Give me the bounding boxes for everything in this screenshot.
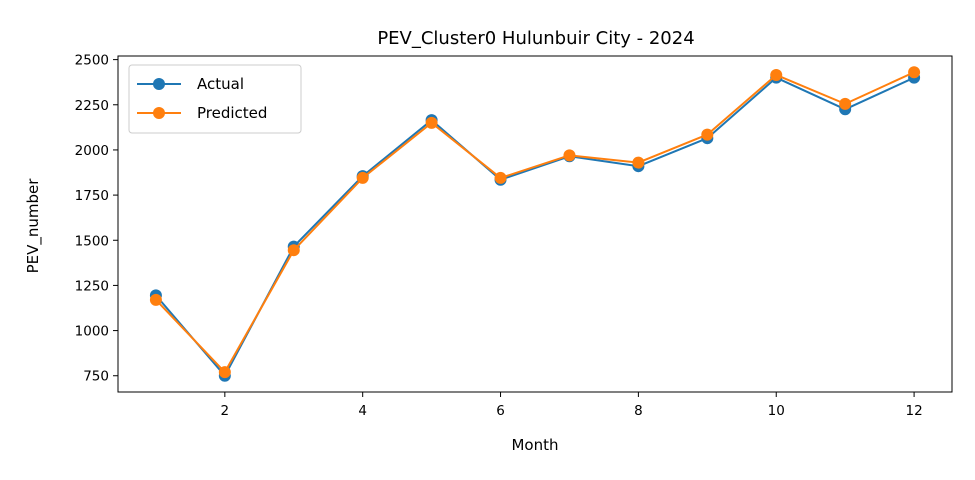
y-tick-label: 2000 [75,143,109,159]
x-axis-title: Month [511,436,558,454]
y-tick-label: 1500 [75,233,109,249]
y-tick-label: 1250 [75,278,109,294]
y-tick-label: 2500 [75,53,109,69]
data-point-predicted [908,66,921,79]
x-tick-label: 8 [634,403,643,419]
series-layer [149,66,921,382]
data-point-predicted [149,293,162,306]
data-point-predicted [770,68,783,81]
series-line-predicted [155,71,915,374]
data-point-predicted [356,171,369,184]
x-tick-label: 10 [768,403,785,419]
legend-predicted-label: Predicted [197,104,267,122]
y-axis: 750 1000 1250 1500 1750 2000 2250 2500 [75,53,118,385]
plot-frame [117,55,953,393]
y-tick-label: 1750 [75,188,109,204]
data-point-predicted [701,128,714,141]
legend: Actual Predicted [128,64,302,134]
legend-actual-marker [153,78,165,90]
data-point-predicted [287,244,300,257]
legend-box [128,64,302,134]
y-tick-label: 2250 [75,98,109,114]
legend-predicted-marker [153,107,165,119]
data-point-predicted [494,171,507,184]
y-tick-label: 1000 [75,324,109,340]
data-point-predicted [218,366,231,379]
x-tick-label: 2 [221,403,230,419]
y-tick-label: 750 [83,369,109,385]
x-axis: 2 4 6 8 10 12 [221,392,923,419]
y-axis-title: PEV_number [24,178,43,274]
data-point-predicted [632,156,645,169]
data-point-predicted [839,97,852,110]
chart-title: PEV_Cluster0 Hulunbuir City - 2024 [377,28,694,49]
data-point-predicted [563,149,576,162]
legend-actual-label: Actual [197,75,244,93]
x-tick-label: 4 [358,403,367,419]
data-point-predicted [425,116,438,129]
x-tick-label: 12 [905,403,922,419]
x-tick-label: 6 [496,403,505,419]
series-line-actual [155,76,915,377]
